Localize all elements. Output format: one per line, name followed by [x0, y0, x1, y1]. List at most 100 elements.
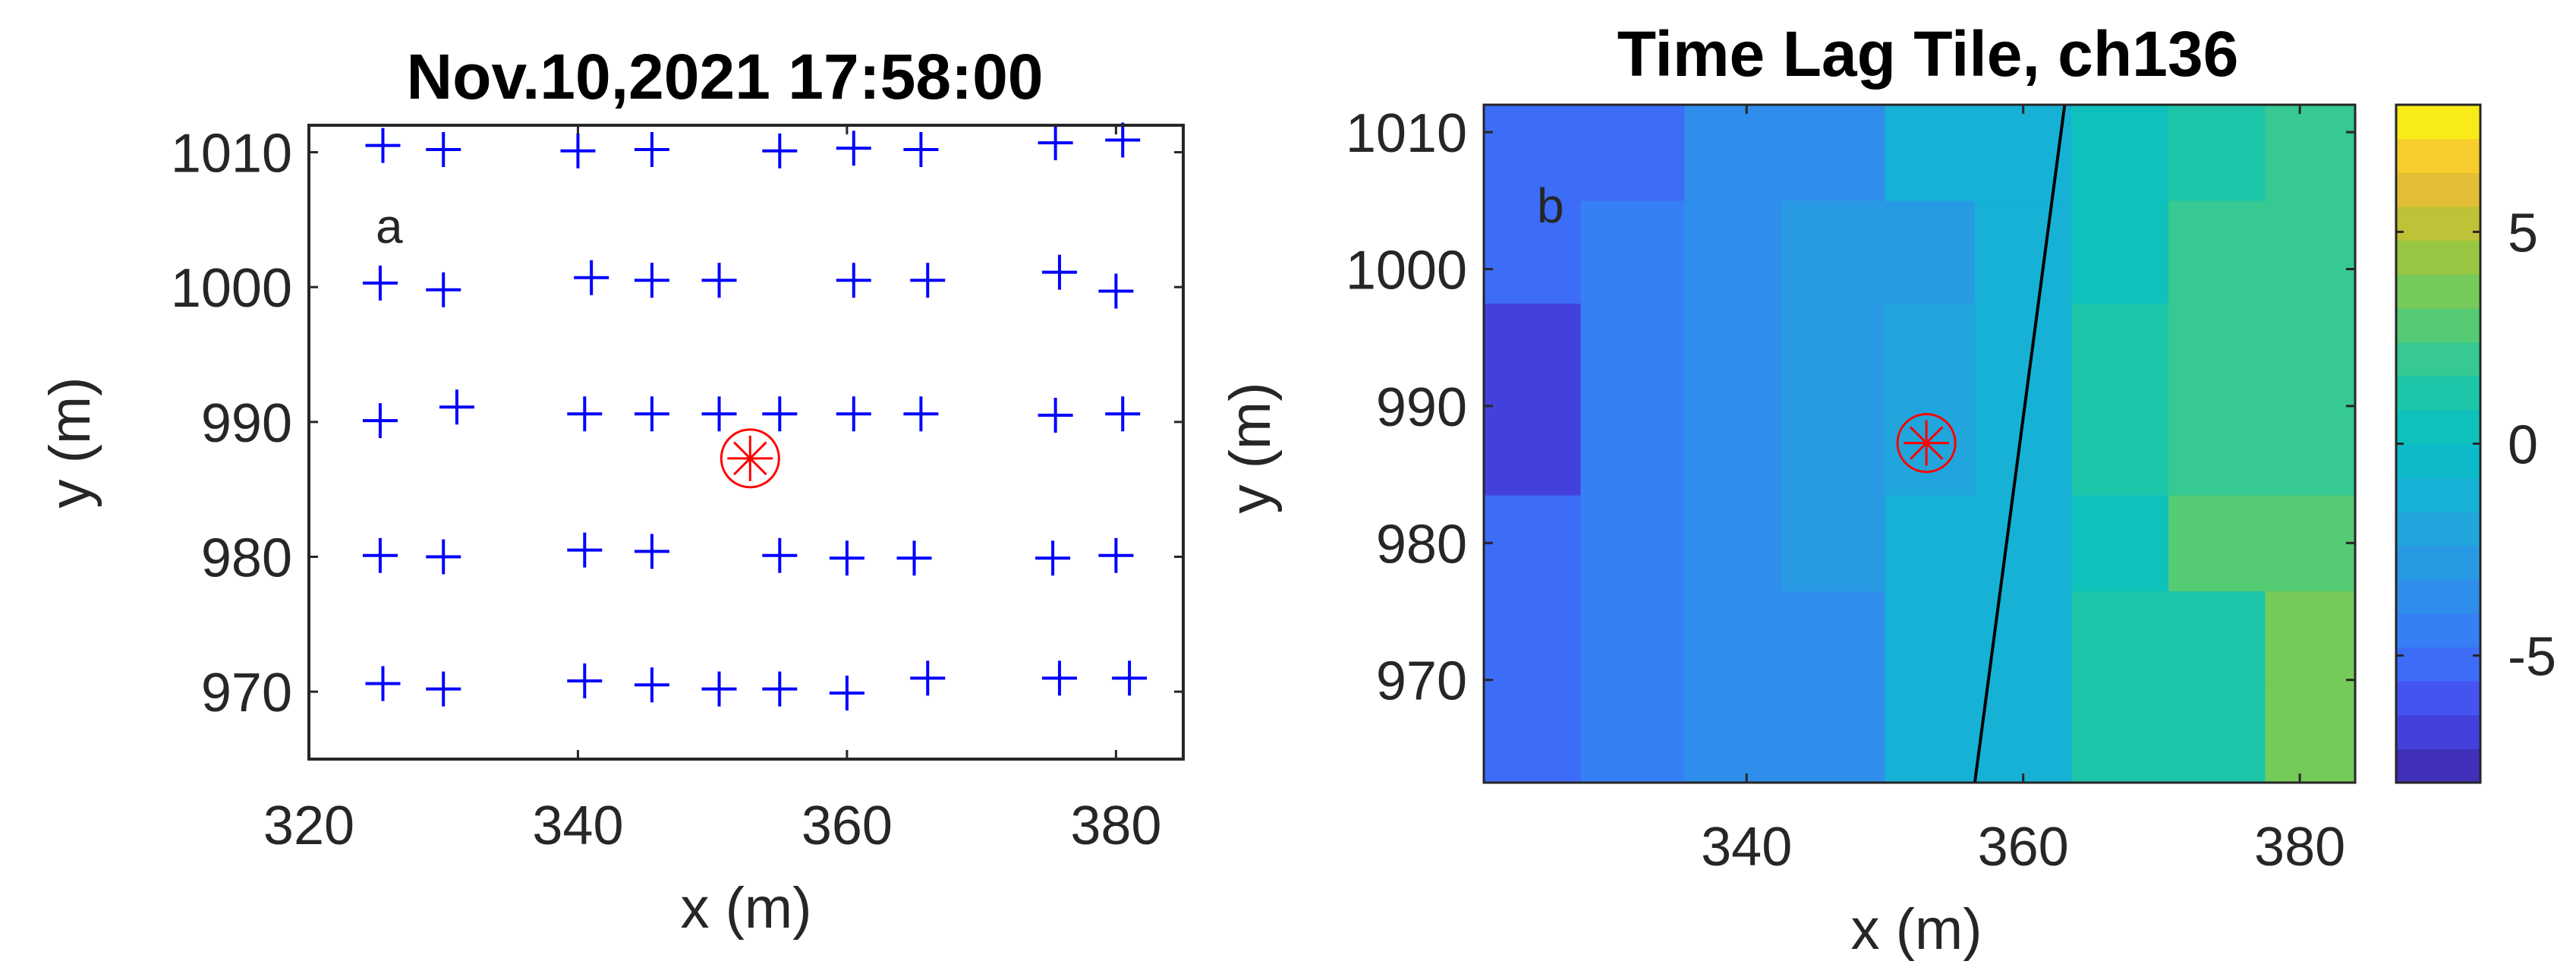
heatmap-cell: [1781, 686, 1885, 783]
y-tick-label: 1010: [171, 124, 292, 184]
y-axis-ticks-a: 970 980 990 1000 1010: [171, 124, 1183, 723]
chart-title-b: Time Lag Tile, ch136: [1617, 18, 2239, 90]
colorbar-tick-label: 5: [2508, 203, 2538, 263]
y-tick-label: 1000: [171, 258, 292, 319]
highlight-marker: [720, 428, 780, 489]
x-tick-label: 340: [532, 796, 623, 856]
highlight-marker-b-group: [1896, 413, 1957, 474]
heatmap-cell: [2265, 591, 2356, 688]
y-tick-label: 970: [201, 663, 292, 723]
scatter-point: [903, 131, 939, 167]
colorbar-segment: [2396, 477, 2480, 512]
colorbar-segment: [2396, 579, 2480, 614]
heatmap-cell: [2168, 399, 2266, 496]
colorbar-tick-label: 0: [2508, 415, 2538, 476]
scatter-point: [365, 666, 401, 701]
colorbar-segment: [2396, 443, 2480, 478]
scatter-point: [426, 671, 461, 707]
colorbar: [2396, 105, 2480, 783]
heatmap-cell: [2071, 303, 2169, 400]
y-axis-label-a: y (m): [38, 377, 102, 508]
heatmap-cell: [1781, 495, 1885, 591]
heatmap-cell: [1484, 303, 1582, 400]
heatmap-cell: [1781, 200, 1885, 304]
x-axis-ticks-b: 340 360 380: [1701, 105, 2345, 878]
heatmap-cell: [1580, 399, 1685, 496]
colorbar-segment: [2396, 714, 2480, 749]
heatmap-cell: [2265, 200, 2356, 304]
scatter-point: [1035, 540, 1071, 576]
colorbar-segment: [2396, 545, 2480, 580]
scatter-point: [1041, 254, 1077, 290]
panel-label-a: a: [376, 199, 403, 254]
heatmap-cell: [1580, 200, 1685, 304]
scatter-point: [362, 403, 398, 439]
colorbar-segment: [2396, 376, 2480, 411]
colorbar-segment: [2396, 613, 2480, 648]
colorbar-segment: [2396, 748, 2480, 783]
heatmap-cell: [1885, 200, 1976, 304]
x-tick-label: 320: [263, 796, 354, 856]
heatmap-cell: [1974, 686, 2072, 783]
colorbar-segment: [2396, 511, 2480, 546]
scatter-point: [910, 660, 946, 696]
heatmap-cell: [1885, 303, 1976, 400]
heatmap-cell: [2071, 495, 2169, 591]
colorbar-ticks: -5 0 5: [2396, 203, 2556, 688]
scatter-point: [1098, 273, 1134, 309]
scatter-point: [701, 263, 737, 298]
scatter-point: [1038, 397, 1073, 433]
heatmap-cell: [1781, 105, 1885, 201]
heatmap-cell: [1684, 591, 1782, 688]
scatter-points: [362, 122, 1148, 711]
colorbar-segment: [2396, 172, 2480, 207]
heatmap-cell: [2265, 399, 2356, 496]
heatmap-cell: [1484, 399, 1582, 496]
heatmap-cell: [1781, 591, 1885, 688]
colorbar-segment: [2396, 647, 2480, 682]
colorbar-tick-label: -5: [2508, 627, 2556, 688]
heatmap-cell: [1684, 303, 1782, 400]
heatmap-cell: [1484, 686, 1582, 783]
scatter-point: [426, 131, 461, 167]
heatmap-cell: [1580, 495, 1685, 591]
scatter-point: [829, 675, 864, 711]
x-axis-label-b: x (m): [1850, 897, 1982, 962]
heatmap-cell: [2168, 591, 2266, 688]
heatmap-cell: [1974, 200, 2072, 304]
x-tick-label: 360: [801, 796, 893, 856]
y-tick-label: 980: [201, 528, 292, 589]
colorbar-segment: [2396, 342, 2480, 377]
heatmap-cell: [1580, 105, 1685, 201]
heatmap-cell: [1684, 105, 1782, 201]
scatter-point: [439, 389, 474, 425]
scatter-point: [362, 265, 398, 301]
scatter-point: [762, 537, 798, 573]
heatmap-cell: [1974, 303, 2072, 400]
heatmap-cells: [1484, 105, 2356, 783]
scatter-point: [836, 263, 871, 298]
scatter-point: [896, 540, 932, 576]
heatmap-cell: [2168, 303, 2266, 400]
heatmap-cell: [1580, 303, 1685, 400]
scatter-point: [1105, 122, 1141, 158]
heatmap-cell: [2071, 686, 2169, 783]
scatter-point: [574, 260, 609, 295]
scatter-point: [1098, 537, 1134, 573]
colorbar-segment: [2396, 138, 2480, 173]
heatmap-cell: [1885, 495, 1976, 591]
y-tick-label: 990: [201, 393, 292, 454]
heatmap-cell: [1885, 686, 1976, 783]
scatter-point: [634, 131, 669, 167]
heatmap-cell: [1580, 686, 1685, 783]
y-axis-ticks-b: 970 980 990 1000 1010: [1346, 103, 2355, 712]
colorbar-segment: [2396, 206, 2480, 241]
heatmap-cell: [1484, 591, 1582, 688]
heatmap-cell: [1781, 303, 1885, 400]
colorbar-segment: [2396, 409, 2480, 444]
heatmap-panel-b: Time Lag Tile, ch136 340 360 380 970 980 990…: [1218, 18, 2556, 962]
heatmap-cell: [1974, 495, 2072, 591]
scatter-point: [567, 532, 603, 568]
heatmap-cell: [2265, 495, 2356, 591]
heatmap-cell: [2168, 495, 2266, 591]
